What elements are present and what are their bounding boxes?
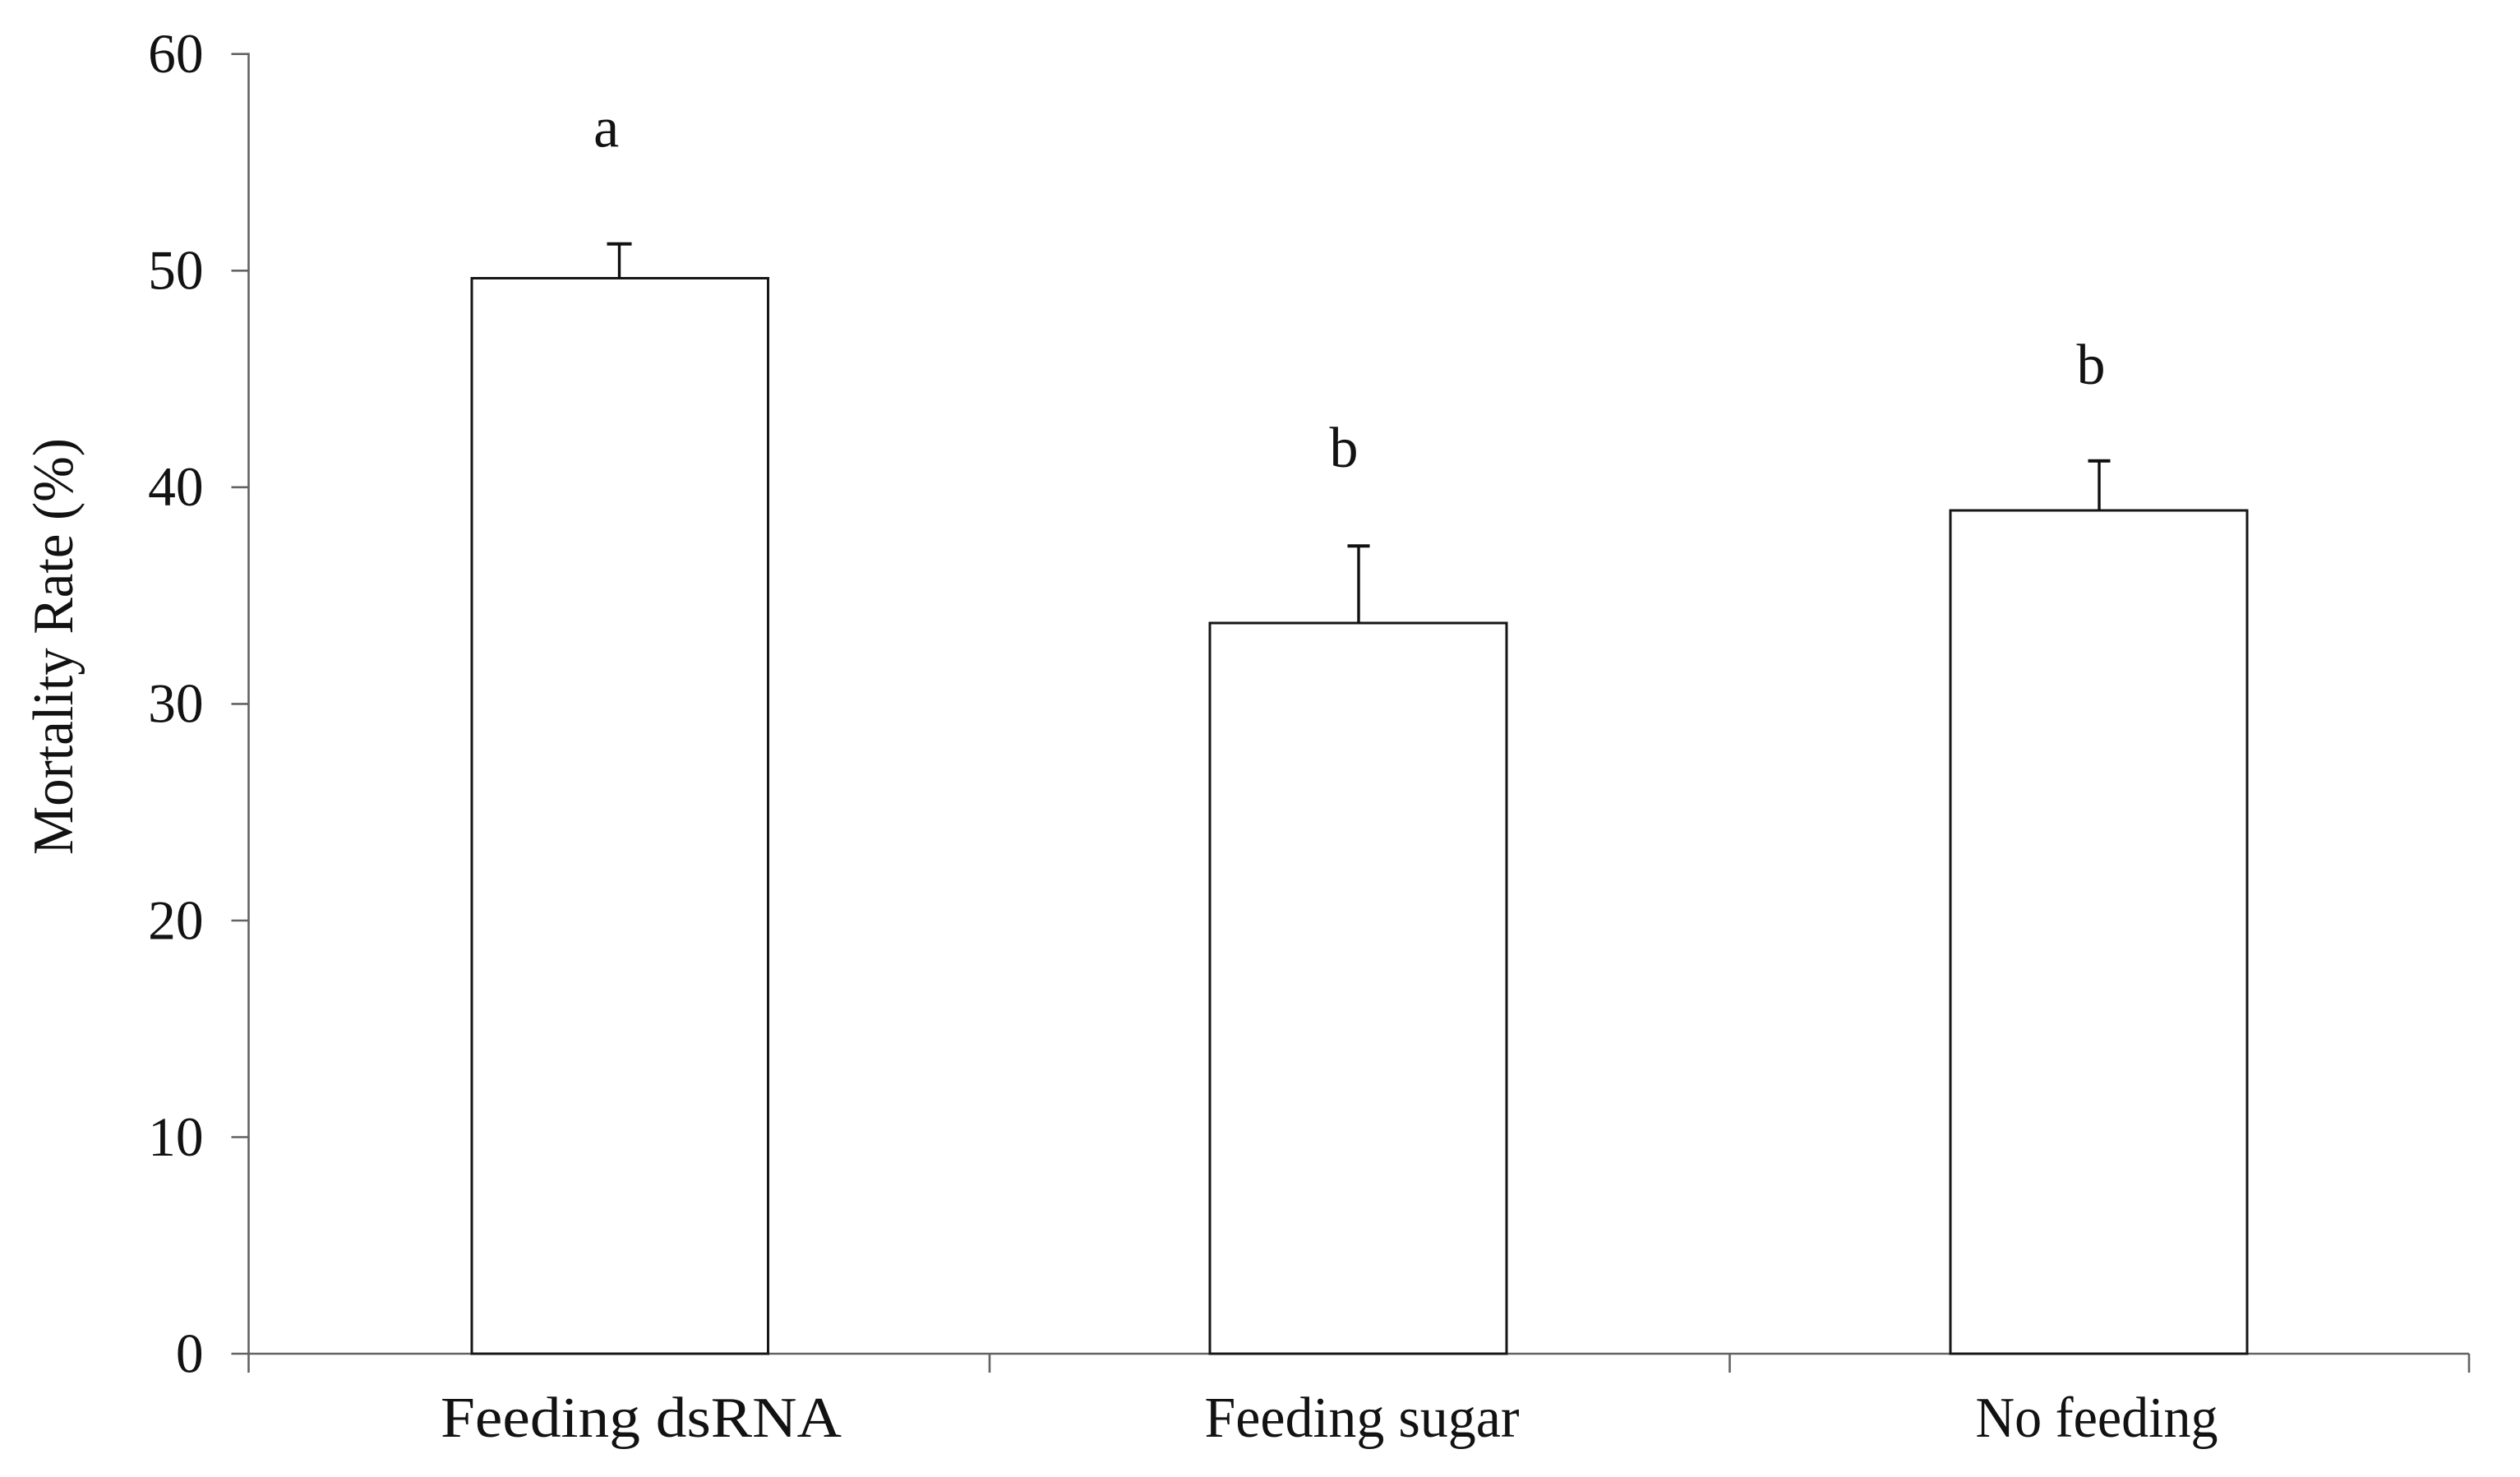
- svg-text:10: 10: [148, 1106, 204, 1168]
- svg-text:a: a: [593, 96, 619, 159]
- svg-text:50: 50: [148, 240, 204, 302]
- svg-text:60: 60: [148, 23, 204, 85]
- svg-text:40: 40: [148, 456, 204, 518]
- svg-text:Feeding dsRNA: Feeding dsRNA: [441, 1387, 842, 1450]
- svg-text:0: 0: [176, 1322, 204, 1384]
- svg-text:20: 20: [148, 889, 204, 951]
- svg-text:Mortality Rate (%): Mortality Rate (%): [22, 438, 85, 855]
- svg-text:b: b: [1330, 417, 1359, 480]
- svg-text:Feeding sugar: Feeding sugar: [1205, 1387, 1520, 1450]
- svg-text:30: 30: [148, 673, 204, 735]
- svg-text:b: b: [2077, 334, 2106, 397]
- svg-text:No feeding: No feeding: [1976, 1387, 2218, 1450]
